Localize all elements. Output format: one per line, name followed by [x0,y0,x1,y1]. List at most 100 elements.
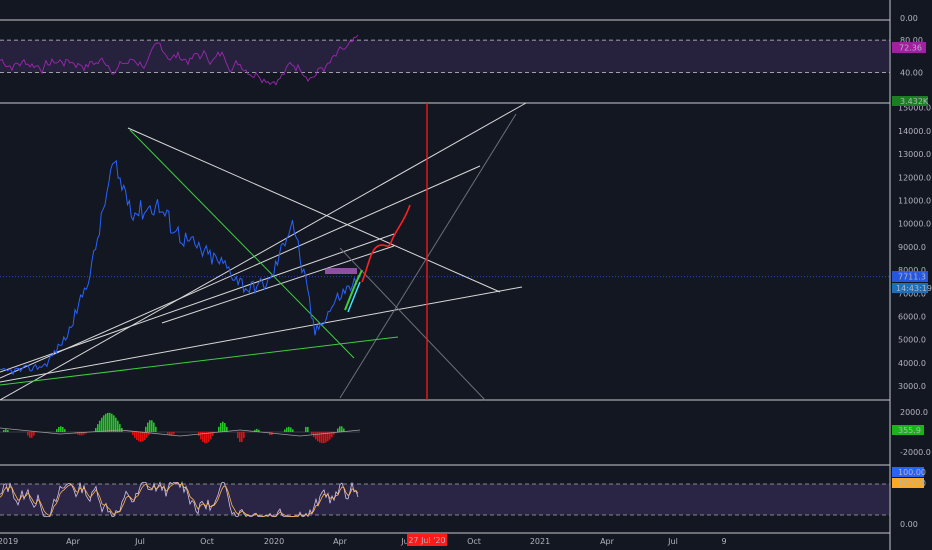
countdown-tag [892,283,928,293]
stoch-band [0,484,890,515]
current-price-label: 7711.3 [898,273,926,282]
macd-bar [119,424,121,432]
time-axis-label: Oct [467,537,481,546]
macd-bar [3,430,5,432]
time-axis-label: Apr [333,537,348,546]
macd-bar [79,432,81,436]
rsi-tick-label: 80.00 [900,36,923,45]
macd-bar [292,429,294,432]
macd-bar [284,429,286,432]
time-axis-label: Apr [600,537,615,546]
macd-bar [305,426,307,432]
macd-bar [343,428,345,432]
macd-bar [5,429,7,432]
macd-bar [140,432,142,442]
macd-bar [317,432,319,442]
price-tick-label: 7000.0 [898,289,926,298]
time-axis-label: 9 [721,537,726,546]
macd-bar [146,432,148,438]
macd-bar [95,428,97,432]
macd-bar [258,429,260,432]
green-trendline-1 [0,336,399,386]
macd-bar [31,432,33,438]
macd-bar [218,426,220,432]
macd-bar [115,417,117,432]
macd-bar [171,432,173,436]
macd-bar [145,426,147,432]
macd-bar [142,432,144,442]
rsi-tick-label: 0.00 [900,14,918,23]
green-trendline-2 [129,129,355,359]
macd-bar [29,432,31,438]
macd-bar [206,432,208,444]
macd-tick-label: 2000.0 [900,408,928,417]
price-series-line [0,159,361,376]
macd-bar [85,432,87,434]
trendline-0 [0,102,527,401]
price-tick-label: 15000.0 [898,104,931,113]
date-marker-tag [407,534,447,546]
macd-bar [327,432,329,442]
green-wedge [344,269,363,311]
macd-bar [222,421,224,432]
macd-bar [323,432,325,444]
time-axis-label: 2021 [530,537,550,546]
macd-bar [226,426,228,432]
macd-bar [339,426,341,432]
trendline-4 [127,127,501,293]
macd-bar [254,429,256,432]
date-marker-label: 27 Jul '20 [408,536,445,545]
time-axis-label: 2019 [0,537,18,546]
trendline-3 [0,286,523,383]
macd-bar [173,432,175,435]
macd-bar [138,432,140,442]
price-tick-label: 14000.0 [898,127,931,136]
highlight-box [325,268,357,274]
top-price-tag [892,96,928,106]
macd-bar [77,432,79,435]
macd-bar [151,420,153,432]
macd-bar [56,429,58,432]
time-axis-label: 2020 [264,537,284,546]
macd-bar [288,426,290,432]
macd-bar [331,432,333,438]
trendline-2 [0,233,395,373]
macd-bar [169,432,171,436]
macd-bar [60,426,62,432]
macd-bar [27,432,29,436]
projection-path [361,204,411,283]
macd-bar [210,432,212,440]
macd-bar [319,432,321,443]
macd-bar [153,422,155,432]
macd-bar [83,432,85,435]
rsi-band [0,40,890,73]
macd-bar [315,432,317,440]
time-axis-label: Jul [667,537,678,546]
macd-bar [136,432,138,441]
macd-bar [208,432,210,442]
macd-bar [105,413,107,432]
price-tag [892,271,928,282]
rsi-current-label: 72.36 [899,44,922,53]
macd-tick-label: -2000.0 [900,448,931,457]
price-tick-label: 12000.0 [898,173,931,182]
macd-bar [111,413,113,432]
macd-bar [307,426,309,432]
time-axis-label: Jul [134,537,145,546]
price-tick-label: 6000.0 [898,312,926,321]
macd-bar [333,432,335,435]
macd-bar [269,432,271,436]
macd-bar [329,432,331,440]
trendline-1 [0,165,481,379]
rsi-tick-label: 40.00 [900,69,923,78]
price-tick-label: 8000.0 [898,266,926,275]
gray-trendline-down [339,247,486,401]
macd-bar [81,432,83,436]
macd-bar [109,412,111,432]
macd-bar [147,422,149,432]
trendline-5 [161,245,395,324]
macd-bar [337,428,339,432]
price-tick-label: 10000.0 [898,220,931,229]
